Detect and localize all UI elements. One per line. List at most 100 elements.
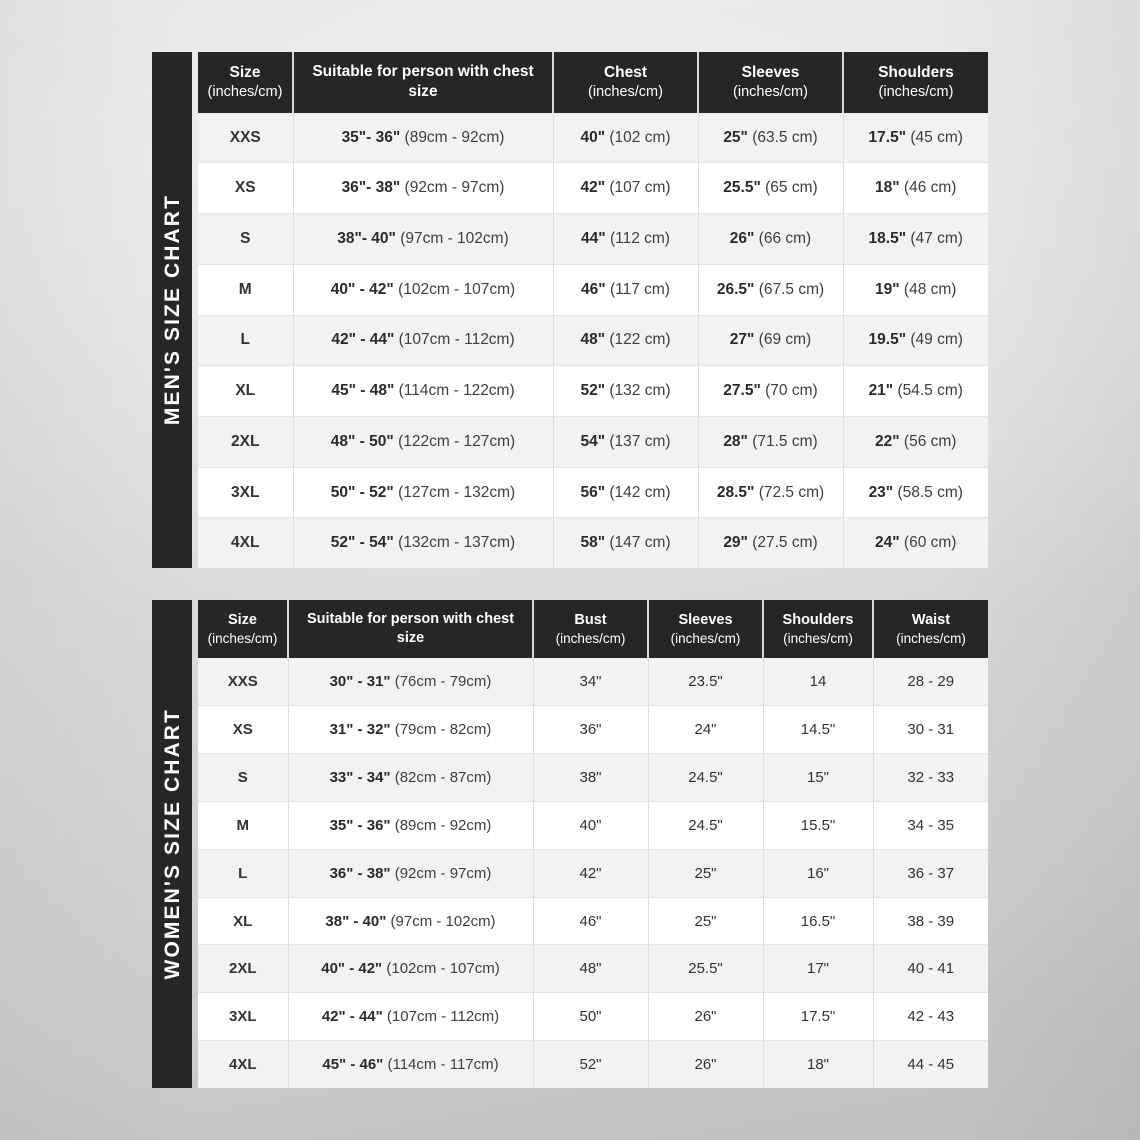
womens-cell-suitable-imperial: 38" - 40" [325, 912, 387, 930]
mens-cell-sleeves: 26.5" (67.5 cm) [698, 264, 844, 316]
mens-cell-chest: 58" (147 cm) [553, 517, 699, 568]
womens-cell-waist: 30 - 31 [873, 705, 988, 754]
womens-cell-suitable-metric: (97cm - 102cm) [390, 912, 496, 930]
mens-cell-sleeves-metric: (27.5 cm) [752, 534, 818, 552]
womens-cell-suitable-metric: (79cm - 82cm) [394, 720, 492, 738]
womens-cell-waist: 42 - 43 [873, 992, 988, 1042]
womens-table-body: XXS 30" - 31" (76cm - 79cm) 34" 23.5" 14 28 -… [198, 658, 988, 1088]
womens-cell-waist: 32 - 33 [873, 753, 988, 802]
womens-cell-shoulders: 16" [763, 849, 874, 898]
womens-cell-size: XS [198, 705, 289, 754]
mens-cell-suitable-metric: (92cm - 97cm) [404, 179, 505, 197]
table-row: XL 38" - 40" (97cm - 102cm) 46" 25" 16.5" 38 … [198, 897, 988, 946]
womens-cell-waist: 28 - 29 [873, 658, 988, 706]
mens-cell-suitable: 42" - 44" (107cm - 112cm) [293, 315, 554, 367]
mens-cell-suitable-imperial: 35"- 36" [341, 128, 401, 146]
mens-cell-chest-metric: (142 cm) [609, 483, 671, 501]
womens-col-header-sleeves: Sleeves (inches/cm) [648, 600, 764, 659]
womens-cell-suitable-imperial: 42" - 44" [321, 1008, 383, 1026]
mens-table-body: XXS 35"- 36" (89cm - 92cm) 40" (102 cm) 25"… [198, 112, 988, 568]
womens-cell-shoulders: 16.5" [763, 897, 874, 946]
womens-cell-suitable: 38" - 40" (97cm - 102cm) [288, 897, 534, 946]
mens-cell-sleeves: 25.5" (65 cm) [698, 162, 844, 215]
mens-col-header-suitable-title: Suitable for person with chest size [312, 63, 534, 101]
womens-cell-sleeves: 23.5" [648, 658, 764, 706]
mens-col-header-chest-sub: (inches/cm) [588, 84, 663, 101]
womens-cell-size: 3XL [198, 992, 289, 1042]
mens-cell-shoulders-imperial: 18.5" [868, 229, 907, 247]
table-row: L 42" - 44" (107cm - 112cm) 48" (122 cm) 27… [198, 315, 988, 367]
mens-cell-chest-metric: (132 cm) [609, 382, 671, 400]
mens-col-header-shoulders: Shoulders (inches/cm) [843, 52, 988, 113]
table-row: S 33" - 34" (82cm - 87cm) 38" 24.5" 15" 32 - … [198, 753, 988, 802]
mens-cell-shoulders: 19" (48 cm) [843, 264, 988, 316]
womens-cell-sleeves: 24.5" [648, 801, 764, 850]
womens-cell-suitable-imperial: 30" - 31" [329, 673, 391, 691]
mens-cell-shoulders: 18" (46 cm) [843, 162, 988, 215]
mens-col-header-chest: Chest (inches/cm) [553, 52, 699, 113]
mens-chart-side-banner: MEN'S SIZE CHART [152, 52, 192, 568]
womens-col-header-shoulders-sub: (inches/cm) [783, 630, 853, 646]
womens-cell-suitable-imperial: 35" - 36" [329, 816, 391, 834]
mens-cell-suitable-imperial: 36"- 38" [341, 179, 401, 197]
mens-cell-chest-imperial: 44" [581, 229, 606, 247]
table-row: 2XL 40" - 42" (102cm - 107cm) 48" 25.5" 17" 4… [198, 944, 988, 994]
womens-col-header-size: Size (inches/cm) [198, 600, 289, 659]
mens-col-header-suitable: Suitable for person with chest size [293, 52, 554, 113]
womens-cell-bust: 50" [533, 992, 649, 1042]
mens-cell-shoulders-metric: (47 cm) [910, 229, 963, 247]
mens-cell-sleeves-metric: (72.5 cm) [758, 483, 825, 501]
mens-cell-shoulders: 24" (60 cm) [843, 517, 988, 568]
mens-cell-chest-metric: (147 cm) [609, 534, 671, 552]
mens-cell-suitable-imperial: 38"- 40" [337, 229, 396, 247]
womens-cell-suitable-metric: (82cm - 87cm) [394, 768, 492, 786]
womens-cell-suitable: 31" - 32" (79cm - 82cm) [288, 705, 534, 754]
womens-cell-sleeves: 24" [648, 705, 764, 754]
mens-cell-chest: 44" (112 cm) [553, 213, 699, 265]
womens-cell-suitable-metric: (114cm - 117cm) [387, 1056, 499, 1074]
mens-cell-sleeves: 28.5" (72.5 cm) [698, 467, 844, 519]
mens-cell-shoulders-metric: (60 cm) [903, 534, 957, 552]
mens-cell-shoulders: 17.5" (45 cm) [843, 112, 988, 164]
mens-cell-shoulders-metric: (54.5 cm) [897, 382, 963, 400]
mens-cell-chest-imperial: 54" [580, 432, 606, 450]
womens-cell-suitable-imperial: 33" - 34" [329, 768, 391, 786]
mens-cell-chest-metric: (117 cm) [609, 280, 670, 298]
womens-cell-waist: 44 - 45 [873, 1040, 988, 1088]
mens-cell-sleeves: 28" (71.5 cm) [698, 416, 844, 468]
mens-cell-chest: 40" (102 cm) [553, 112, 699, 164]
womens-cell-sleeves: 24.5" [648, 753, 764, 802]
mens-cell-size: S [198, 213, 294, 265]
mens-cell-suitable: 40" - 42" (102cm - 107cm) [293, 264, 554, 316]
table-row: XXS 35"- 36" (89cm - 92cm) 40" (102 cm) 25"… [198, 112, 988, 164]
mens-cell-chest-metric: (102 cm) [609, 128, 671, 146]
mens-col-header-sleeves-sub: (inches/cm) [733, 84, 808, 101]
mens-size-chart-block: MEN'S SIZE CHART Size (inches/cm) Suitab… [152, 52, 988, 568]
womens-cell-sleeves: 25" [648, 849, 764, 898]
womens-chart-banner-label: WOMEN'S SIZE CHART [160, 708, 184, 980]
mens-col-header-chest-title: Chest [603, 63, 648, 81]
womens-cell-bust: 42" [533, 849, 649, 898]
womens-cell-waist: 38 - 39 [873, 897, 988, 946]
mens-cell-shoulders-imperial: 19" [875, 280, 900, 298]
mens-cell-chest-imperial: 58" [580, 534, 606, 552]
womens-cell-bust: 52" [533, 1040, 649, 1088]
mens-cell-chest: 48" (122 cm) [553, 315, 699, 367]
womens-col-header-suitable-title: Suitable for person with chest size [306, 611, 515, 647]
mens-col-header-sleeves-title: Sleeves [741, 63, 800, 81]
womens-cell-shoulders: 15" [763, 753, 874, 802]
womens-cell-sleeves: 26" [648, 1040, 764, 1088]
womens-cell-suitable-imperial: 40" - 42" [321, 960, 383, 978]
womens-cell-suitable: 33" - 34" (82cm - 87cm) [288, 753, 534, 802]
mens-cell-sleeves: 29" (27.5 cm) [698, 517, 844, 568]
womens-cell-shoulders: 17.5" [763, 992, 874, 1042]
womens-cell-suitable: 30" - 31" (76cm - 79cm) [288, 658, 534, 706]
womens-cell-suitable-imperial: 45" - 46" [322, 1056, 384, 1074]
womens-chart-side-banner: WOMEN'S SIZE CHART [152, 600, 192, 1088]
womens-col-header-waist: Waist (inches/cm) [873, 600, 988, 659]
womens-cell-shoulders: 18" [763, 1040, 874, 1088]
mens-cell-chest-metric: (112 cm) [609, 229, 670, 247]
womens-cell-suitable-metric: (76cm - 79cm) [394, 673, 492, 691]
womens-cell-sleeves: 26" [648, 992, 764, 1042]
mens-cell-shoulders-metric: (48 cm) [903, 280, 957, 298]
